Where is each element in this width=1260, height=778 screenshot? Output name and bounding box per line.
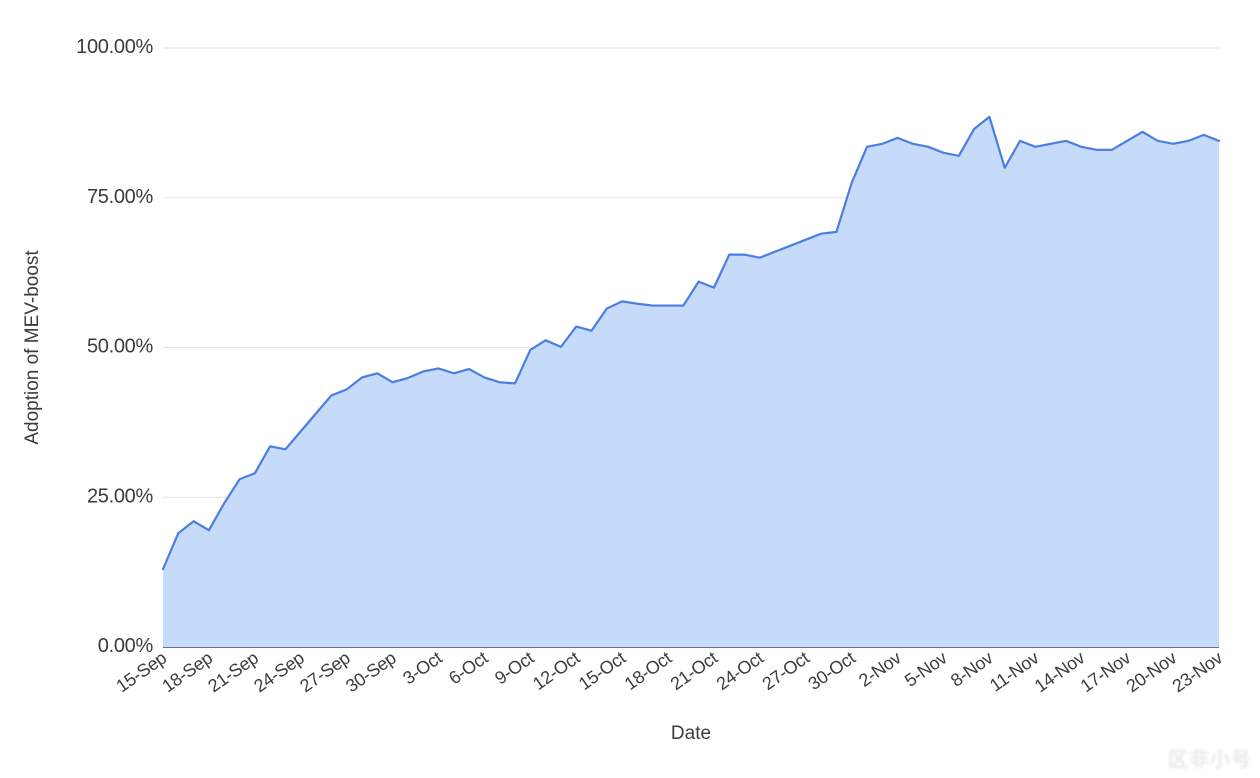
svg-text:25.00%: 25.00% [87,485,154,507]
svg-text:18-Sep: 18-Sep [158,647,216,696]
svg-text:30-Oct: 30-Oct [805,647,859,694]
svg-text:3-Oct: 3-Oct [399,647,446,688]
svg-text:21-Oct: 21-Oct [667,647,721,694]
svg-text:2-Nov: 2-Nov [855,647,905,690]
svg-text:27-Sep: 27-Sep [296,647,354,696]
svg-text:Adoption of MEV-boost: Adoption of MEV-boost [22,250,43,445]
svg-text:20-Nov: 20-Nov [1123,647,1181,696]
svg-text:14-Nov: 14-Nov [1031,647,1089,696]
svg-text:50.00%: 50.00% [87,336,154,358]
svg-text:11-Nov: 11-Nov [986,647,1043,695]
svg-text:12-Oct: 12-Oct [529,647,583,694]
svg-text:5-Nov: 5-Nov [901,647,951,690]
svg-text:24-Sep: 24-Sep [250,647,308,696]
svg-text:100.00%: 100.00% [76,36,153,58]
svg-text:24-Oct: 24-Oct [713,647,767,694]
svg-text:9-Oct: 9-Oct [491,647,538,688]
svg-text:75.00%: 75.00% [87,186,154,208]
svg-text:17-Nov: 17-Nov [1077,647,1135,696]
svg-text:27-Oct: 27-Oct [759,647,813,694]
svg-text:18-Oct: 18-Oct [621,647,675,694]
svg-text:21-Sep: 21-Sep [204,647,262,696]
svg-text:Date: Date [671,723,711,744]
svg-text:23-Nov: 23-Nov [1169,647,1227,696]
svg-text:6-Oct: 6-Oct [445,647,492,688]
svg-text:0.00%: 0.00% [98,635,154,657]
svg-text:30-Sep: 30-Sep [342,647,400,696]
svg-text:15-Oct: 15-Oct [575,647,629,694]
